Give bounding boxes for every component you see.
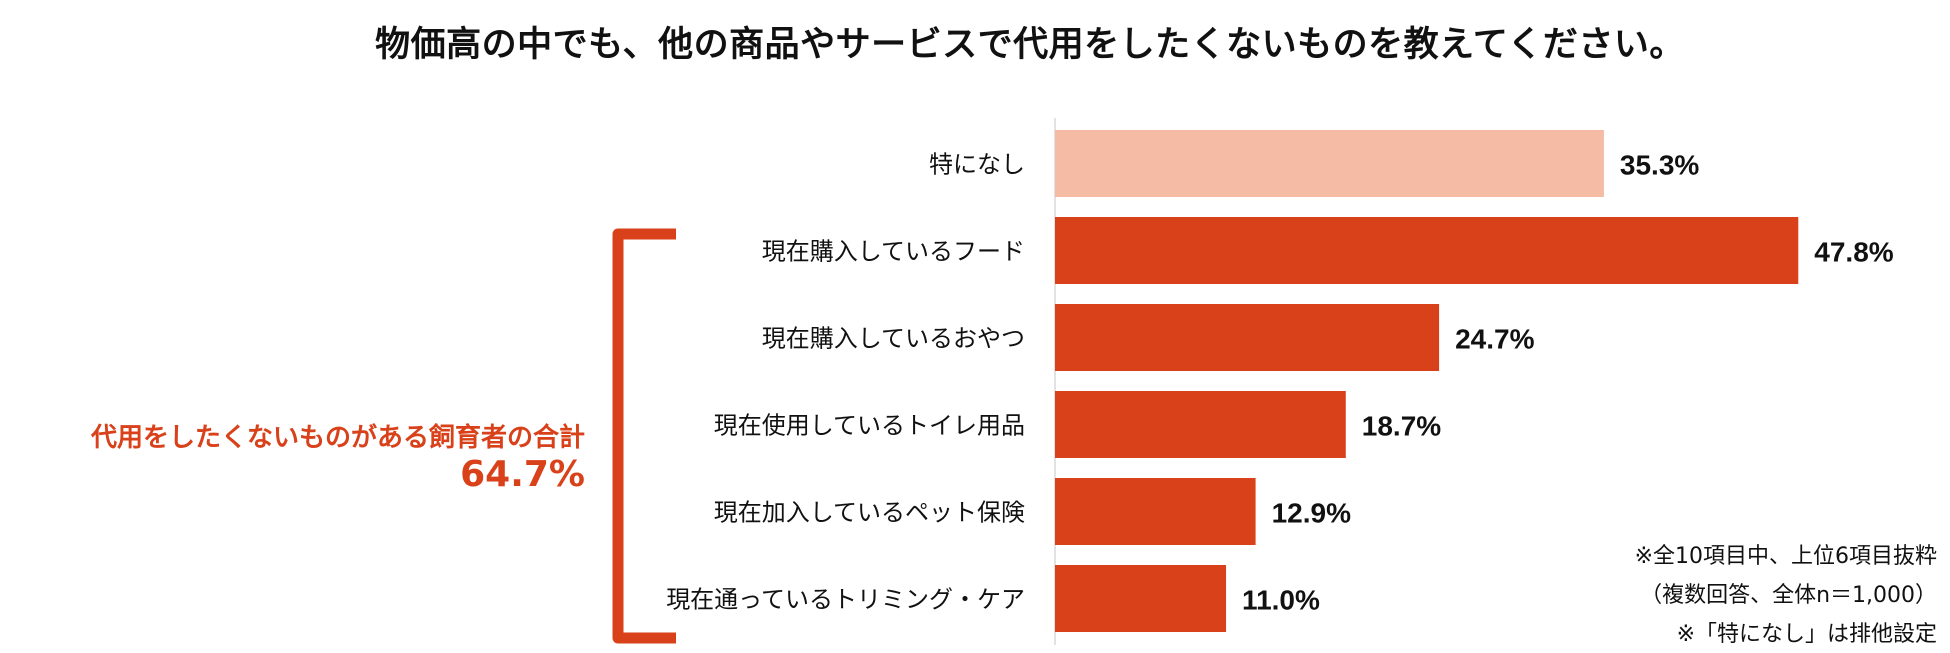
category-label-5: 現在通っているトリミング・ケア (666, 586, 1025, 614)
value-label-5: 11.0% (1242, 585, 1320, 616)
bar-1 (1055, 217, 1799, 284)
bar-0 (1055, 130, 1604, 197)
category-label-0: 特になし (929, 151, 1025, 179)
category-label-1: 現在購入しているフード (762, 238, 1025, 266)
value-label-0: 35.3% (1620, 150, 1699, 181)
footnote-sample: （複数回答、全体n＝1,000） (1640, 583, 1937, 608)
bracket-total-value: 64.7% (460, 454, 585, 495)
value-label-3: 18.7% (1362, 411, 1441, 442)
category-label-3: 現在使用しているトイレ用品 (714, 412, 1025, 440)
category-label-2: 現在購入しているおやつ (762, 325, 1025, 353)
bar-3 (1055, 391, 1346, 458)
value-label-2: 24.7% (1455, 324, 1534, 355)
value-label-4: 12.9% (1272, 498, 1351, 529)
chart-title: 物価高の中でも、他の商品やサービスで代用をしたくないものを教えてください。 (375, 25, 1685, 65)
footnote-exclusive: ※「特になし」は排他設定 (1676, 622, 1937, 647)
category-label-4: 現在加入しているペット保険 (714, 499, 1025, 527)
value-label-1: 47.8% (1814, 237, 1893, 268)
bracket-total-label: 代用をしたくないものがある飼育者の合計 (90, 423, 585, 453)
footnote-items: ※全10項目中、上位6項目抜粋 (1634, 544, 1937, 569)
bar-4 (1055, 478, 1256, 545)
total-bracket (612, 228, 676, 644)
bar-2 (1055, 304, 1440, 371)
bar-5 (1055, 565, 1227, 632)
